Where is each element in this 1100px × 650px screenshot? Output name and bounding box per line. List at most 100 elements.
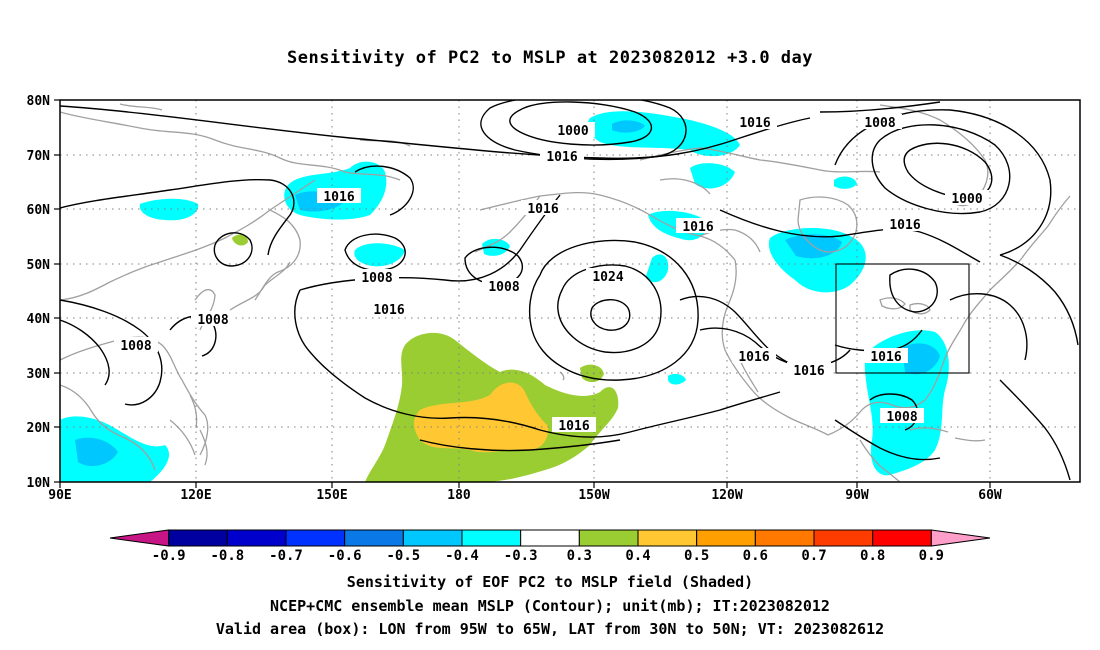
colorbar-segment	[109, 529, 170, 547]
colorbar-segment	[578, 529, 639, 547]
coastline-philippines	[189, 394, 208, 466]
contour-label: 1016	[733, 114, 777, 131]
coastline-labrador	[1021, 195, 1071, 259]
colorbar-label: 0.8	[860, 548, 885, 564]
svg-text:1008: 1008	[488, 280, 519, 295]
coastline-gulf-mexico	[827, 399, 926, 436]
contour-arctic-low-inner	[509, 101, 653, 146]
footer-caption-contour: NCEP+CMC ensemble mean MSLP (Contour); u…	[270, 597, 830, 615]
svg-text:1016: 1016	[889, 218, 920, 233]
coastline-canada-arctic	[639, 147, 881, 195]
colorbar-label: 0.5	[684, 548, 709, 564]
svg-text:1008: 1008	[886, 410, 917, 425]
coastline-asia-east	[60, 179, 316, 301]
footer-caption-shading: Sensitivity of EOF PC2 to MSLP field (Sh…	[346, 573, 754, 591]
contour-greenland-1008	[834, 109, 1052, 256]
coastline-hudson	[797, 196, 858, 253]
contour-label: 1016	[732, 348, 776, 365]
coastline-alaska	[479, 191, 736, 261]
lat-label: 80N	[27, 94, 51, 109]
shade-green-island	[580, 364, 604, 383]
colorbar-segment	[813, 529, 874, 547]
contour-label: 1016	[552, 417, 596, 434]
contour-label: 1008	[880, 408, 924, 425]
footer-caption-valid-area: Valid area (box): LON from 95W to 65W, L…	[215, 620, 885, 638]
colorbar-label: -0.5	[386, 548, 420, 564]
colorbar-segment	[930, 529, 991, 547]
coastline-okhotsk	[254, 209, 301, 301]
axis-ticks	[54, 99, 991, 488]
lon-label: 150E	[316, 488, 347, 503]
contour-nw-pac-1016	[354, 165, 414, 216]
coastline-china	[60, 336, 209, 456]
svg-text:1000: 1000	[557, 124, 588, 139]
svg-text:1016: 1016	[738, 350, 769, 365]
svg-text:1024: 1024	[592, 270, 623, 285]
colorbar	[109, 529, 991, 547]
contour-label: 1016	[540, 148, 584, 165]
svg-text:1008: 1008	[361, 271, 392, 286]
longitude-labels: 90E 120E 150E 180 150W 120W 90W 60W	[48, 488, 1002, 503]
contour-south-pac	[419, 439, 621, 452]
contour-label: 1016	[787, 362, 831, 379]
shade-cyan-arctic	[587, 111, 740, 157]
svg-text:1016: 1016	[870, 350, 901, 365]
colorbar-label: 0.9	[919, 548, 944, 564]
colorbar-segment	[285, 529, 346, 547]
colorbar-segment	[344, 529, 404, 547]
contour-atlantic-south	[999, 379, 1071, 481]
shade-cyan-e-pac	[668, 373, 686, 385]
lat-label: 10N	[27, 476, 51, 491]
shade-blue-east-us	[902, 343, 940, 375]
coastline-east-na	[924, 257, 1023, 401]
svg-text:1016: 1016	[739, 116, 770, 131]
shade-cyan-bering	[354, 243, 405, 267]
colorbar-label: -0.9	[152, 548, 186, 564]
colorbar-label: 0.7	[801, 548, 826, 564]
contour-label: 1008	[191, 311, 235, 328]
colorbar-segment	[520, 529, 580, 547]
lon-label: 90W	[845, 488, 869, 503]
contour-atlantic-1016	[949, 292, 1028, 361]
svg-text:1016: 1016	[323, 190, 354, 205]
svg-text:1016: 1016	[546, 150, 577, 165]
colorbar-segment	[872, 529, 932, 547]
contour-label: 1016	[864, 348, 908, 365]
colorbar-label: -0.7	[269, 548, 303, 564]
contour-label: 1016	[521, 200, 565, 217]
svg-text:1016: 1016	[373, 303, 404, 318]
contour-labrador-loop	[889, 268, 938, 313]
colorbar-label: -0.8	[210, 548, 244, 564]
colorbar-labels: -0.9 -0.8 -0.7 -0.6 -0.5 -0.4 -0.3 0.3 0.4 0.5 0.6…	[152, 548, 944, 564]
contour-label: 1000	[551, 122, 595, 139]
colorbar-segment	[696, 529, 756, 547]
coastline-caribbean	[909, 427, 986, 442]
colorbar-label: -0.4	[445, 548, 479, 564]
lon-label: 120E	[180, 488, 211, 503]
map-plot-area: 1000 1016 1016 1016 1008 1016 1000 1016 …	[60, 100, 1080, 482]
svg-text:1016: 1016	[527, 202, 558, 217]
svg-text:1008: 1008	[738, 350, 769, 365]
svg-text:1016: 1016	[793, 364, 824, 379]
contour-label: 1008	[355, 269, 399, 286]
shade-green-small	[232, 234, 248, 246]
page-title: Sensitivity of PC2 to MSLP at 2023082012…	[286, 48, 813, 68]
lat-label: 40N	[27, 312, 51, 327]
colorbar-segment	[402, 529, 463, 547]
map-frame	[59, 99, 1081, 483]
contour-arctic-1016	[60, 105, 811, 159]
contour-label: 1008	[482, 278, 526, 295]
coastline-siberia	[60, 111, 401, 181]
lat-label: 30N	[27, 367, 51, 382]
colorbar-segment	[461, 529, 522, 547]
svg-text:1016: 1016	[682, 220, 713, 235]
contour-label: 1000	[945, 190, 989, 207]
contour-central-pac-1016	[294, 289, 781, 438]
contour-label: 1008	[114, 337, 158, 354]
lat-label: 60N	[27, 203, 51, 218]
contour-label: 1016	[676, 218, 720, 235]
coastline-se-asia	[60, 384, 196, 471]
contour-siberia-1008	[213, 232, 253, 267]
svg-text:1008: 1008	[120, 339, 151, 354]
colorbar-segment	[226, 529, 287, 547]
